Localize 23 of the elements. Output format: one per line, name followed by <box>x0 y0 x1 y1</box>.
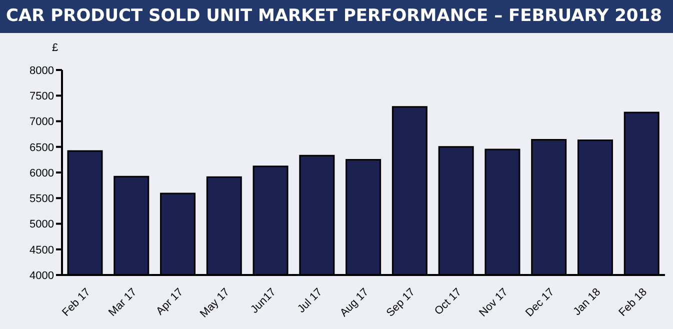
x-tick-label: Oct 17 <box>432 286 464 318</box>
x-tick-label: Sep 17 <box>384 286 418 320</box>
x-tick-label: May 17 <box>198 286 232 320</box>
y-tick-label: 4500 <box>30 244 54 256</box>
chart-title: CAR PRODUCT SOLD UNIT MARKET PERFORMANCE – FEBRUARY 2018 <box>0 0 673 33</box>
x-tick-label: Jan 18 <box>571 286 604 318</box>
y-tick-label: 6000 <box>30 167 54 180</box>
y-tick-label: 7000 <box>30 116 54 128</box>
x-tick-label: Nov 17 <box>477 286 510 320</box>
y-axis-title: £ <box>52 42 58 54</box>
x-tick-label: Apr 17 <box>154 286 186 318</box>
x-tick-label: Dec 17 <box>524 286 557 320</box>
x-tick-label: Mar 17 <box>106 286 140 319</box>
y-tick-label: 5000 <box>30 218 54 231</box>
y-tick-label: 6500 <box>30 142 54 154</box>
x-tick-label: Jul 17 <box>296 286 325 316</box>
x-tick-label: Aug 17 <box>338 286 372 320</box>
y-tick-label: 8000 <box>30 64 54 77</box>
x-tick-label: Feb 17 <box>60 286 93 319</box>
y-tick-label: 4000 <box>30 270 54 282</box>
x-tick-label: Feb 18 <box>616 286 650 319</box>
y-tick-label: 5500 <box>30 193 54 206</box>
y-tick-label: 7500 <box>30 90 54 103</box>
